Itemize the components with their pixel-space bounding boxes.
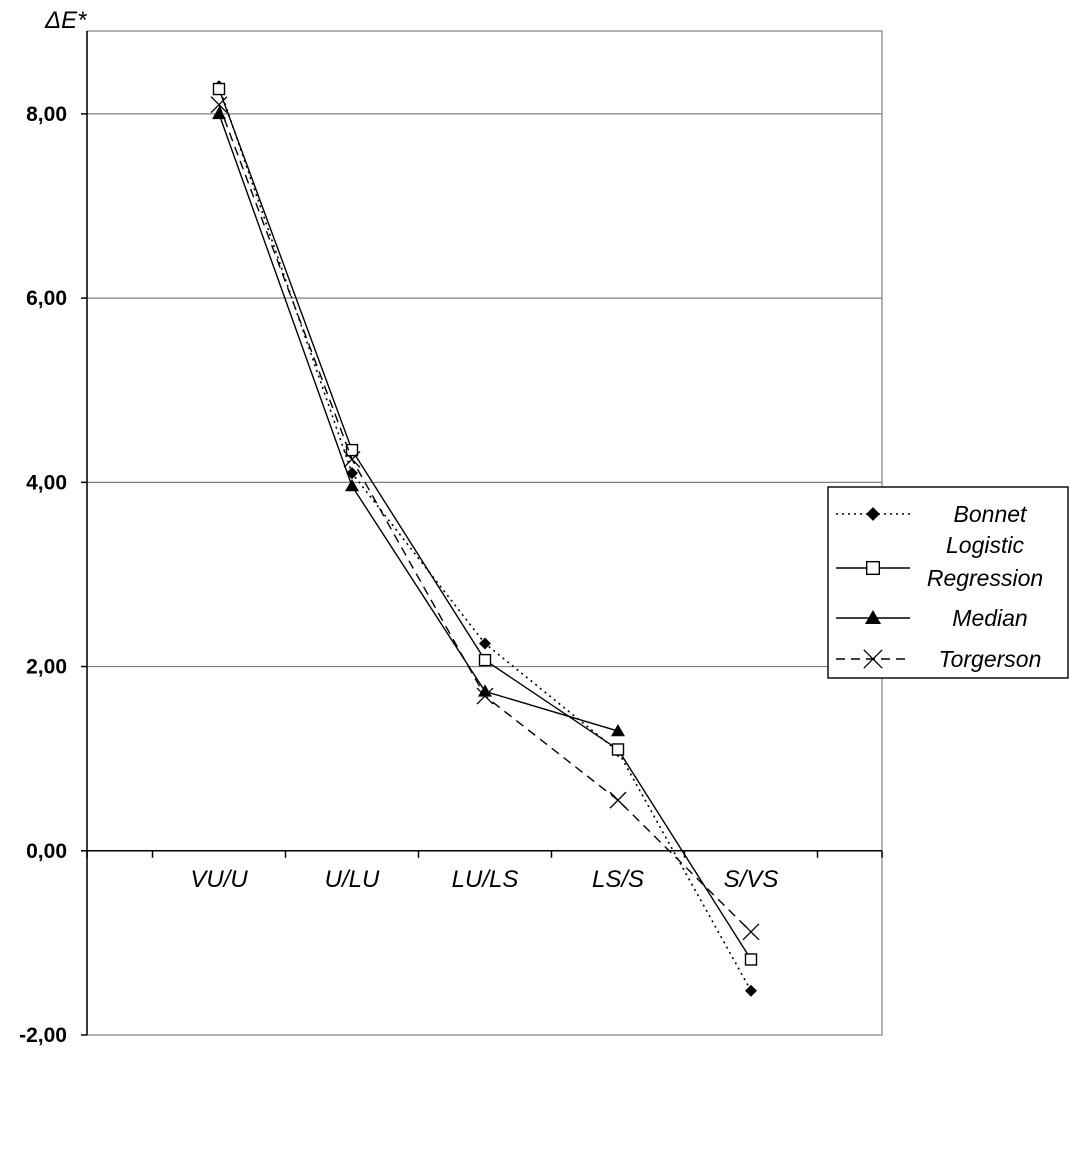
legend: Bonnet Logistic Regression Median Torgerson <box>827 486 1069 679</box>
marker-square <box>345 443 359 457</box>
x-axis: VU/U U/LU LU/LS LS/S S/VS <box>86 850 883 893</box>
marker-x <box>609 791 627 809</box>
series-bonnet <box>213 80 757 997</box>
series-line <box>218 86 752 992</box>
legend-label: Median <box>952 605 1027 631</box>
legend-item: Median <box>836 605 1028 631</box>
marker-x <box>210 96 228 114</box>
x-tick-label: VU/U <box>190 866 248 893</box>
gridlines <box>87 113 882 668</box>
y-tick-label: 2,00 <box>26 656 67 679</box>
x-tick-label: U/LU <box>325 866 380 893</box>
marker-triangle <box>611 724 625 737</box>
marker-square <box>865 560 881 576</box>
y-tick-label: 6,00 <box>26 287 67 310</box>
marker-diamond <box>866 507 880 521</box>
marker-diamond <box>745 984 757 997</box>
series-median <box>212 106 625 737</box>
series-logistic-regression <box>212 82 758 966</box>
marker-x <box>742 923 760 941</box>
legend-box <box>827 486 1069 679</box>
marker-x <box>863 649 883 669</box>
x-tick-label: LS/S <box>592 866 644 893</box>
marker-square <box>478 653 492 667</box>
legend-label: Bonnet <box>954 501 1029 527</box>
y-axis-ticks: -2,00 0,00 2,00 4,00 6,00 8,00 <box>19 103 87 1047</box>
marker-square <box>744 953 758 966</box>
series-layer <box>210 80 760 997</box>
y-tick-label: 8,00 <box>26 103 67 126</box>
marker-x <box>476 687 494 705</box>
legend-item: Torgerson <box>836 646 1041 672</box>
x-tick-label: S/VS <box>724 866 779 893</box>
x-tick-label: LU/LS <box>452 866 519 893</box>
marker-square <box>212 82 226 96</box>
marker-diamond <box>479 637 491 650</box>
y-tick-label: 0,00 <box>26 840 67 863</box>
series-line <box>218 104 752 933</box>
y-tick-label: 4,00 <box>26 471 67 494</box>
series-line <box>218 113 619 732</box>
legend-item: Bonnet <box>836 501 1028 527</box>
y-axis-label: ΔE* <box>44 7 87 34</box>
legend-item: Logistic Regression <box>836 532 1043 591</box>
legend-label: Logistic <box>946 532 1024 558</box>
marker-triangle <box>864 609 882 625</box>
series-line <box>218 88 752 960</box>
legend-label: Torgerson <box>939 646 1042 672</box>
marker-triangle <box>345 479 359 492</box>
marker-x <box>343 450 361 468</box>
legend-label: Regression <box>927 565 1043 591</box>
marker-square <box>611 743 625 756</box>
marker-triangle <box>478 684 492 697</box>
series-torgerson <box>210 96 760 941</box>
marker-triangle <box>212 106 226 120</box>
y-tick-label: -2,00 <box>19 1024 67 1047</box>
